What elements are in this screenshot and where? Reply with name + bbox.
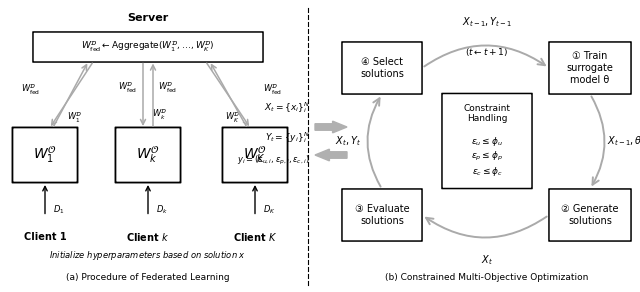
Text: $W_K^{\mathcal{O}}$: $W_K^{\mathcal{O}}$ xyxy=(243,145,267,165)
FancyBboxPatch shape xyxy=(223,127,287,182)
Text: Initialize hyperparameters based on solution $x$: Initialize hyperparameters based on solu… xyxy=(49,248,246,262)
Text: $W_k^{\mathcal{O}}$: $W_k^{\mathcal{O}}$ xyxy=(136,145,160,165)
Text: $y_i = (\epsilon_{u,i}, \epsilon_{p,i}, \epsilon_{c,i})$: $y_i = (\epsilon_{u,i}, \epsilon_{p,i}, … xyxy=(237,154,310,166)
Text: $W_1^{\mathcal{D}}$: $W_1^{\mathcal{D}}$ xyxy=(67,111,83,125)
Polygon shape xyxy=(315,149,347,161)
Text: $X_t, Y_t$: $X_t, Y_t$ xyxy=(335,134,361,148)
Text: $X_t = \{x_i\}_i^N$: $X_t = \{x_i\}_i^N$ xyxy=(264,100,310,115)
FancyBboxPatch shape xyxy=(549,189,631,241)
Text: $D_K$: $D_K$ xyxy=(263,204,276,216)
FancyBboxPatch shape xyxy=(115,127,180,182)
FancyBboxPatch shape xyxy=(33,32,263,62)
Text: $W_{\rm fed}^{\mathcal{D}}$: $W_{\rm fed}^{\mathcal{D}}$ xyxy=(263,83,282,97)
Text: $Y_t = \{y_i\}_i^N$: $Y_t = \{y_i\}_i^N$ xyxy=(265,131,310,145)
Text: $(t \leftarrow t+1)$: $(t \leftarrow t+1)$ xyxy=(465,46,509,58)
Text: ② Generate
solutions: ② Generate solutions xyxy=(561,204,619,226)
FancyBboxPatch shape xyxy=(12,127,77,182)
Text: Constraint
Handling

$\epsilon_u \leq \phi_u$
$\epsilon_p \leq \phi_p$
$\epsilon: Constraint Handling $\epsilon_u \leq \ph… xyxy=(463,104,511,178)
Text: $W_1^{\mathcal{O}}$: $W_1^{\mathcal{O}}$ xyxy=(33,145,57,165)
Text: ④ Select
solutions: ④ Select solutions xyxy=(360,57,404,79)
Text: Server: Server xyxy=(127,13,168,23)
Text: $W_k^{\mathcal{D}}$: $W_k^{\mathcal{D}}$ xyxy=(152,108,168,122)
Text: (a) Procedure of Federated Learning: (a) Procedure of Federated Learning xyxy=(66,272,230,281)
Text: (b) Constrained Multi-Objective Optimization: (b) Constrained Multi-Objective Optimiza… xyxy=(385,272,589,281)
FancyBboxPatch shape xyxy=(442,93,532,189)
Text: $X_{t-1}, \theta$: $X_{t-1}, \theta$ xyxy=(607,134,640,148)
Text: $D_1$: $D_1$ xyxy=(53,204,65,216)
FancyBboxPatch shape xyxy=(342,42,422,94)
Text: Client $k$: Client $k$ xyxy=(126,231,170,243)
Text: Client $K$: Client $K$ xyxy=(233,231,277,243)
Text: ① Train
surrogate
model θ: ① Train surrogate model θ xyxy=(566,51,613,85)
Text: $W_{\rm fed}^{\mathcal{D}}$: $W_{\rm fed}^{\mathcal{D}}$ xyxy=(118,81,138,95)
Text: $W_{\rm fed}^{\mathcal{D}}$: $W_{\rm fed}^{\mathcal{D}}$ xyxy=(20,83,40,97)
FancyBboxPatch shape xyxy=(549,42,631,94)
Text: $D_k$: $D_k$ xyxy=(156,204,168,216)
Text: $X_{t-1}, Y_{t-1}$: $X_{t-1}, Y_{t-1}$ xyxy=(462,15,512,29)
Polygon shape xyxy=(315,121,347,133)
Text: $W_{\rm fed}^{\mathcal{D}} \leftarrow {\rm Aggregate}(W_1^{\mathcal{D}},\ldots,W: $W_{\rm fed}^{\mathcal{D}} \leftarrow {\… xyxy=(81,40,215,54)
Text: Client 1: Client 1 xyxy=(24,232,67,242)
Text: $W_K^{\mathcal{D}}$: $W_K^{\mathcal{D}}$ xyxy=(225,111,241,125)
FancyBboxPatch shape xyxy=(342,189,422,241)
Text: ③ Evaluate
solutions: ③ Evaluate solutions xyxy=(355,204,410,226)
Text: $X_t$: $X_t$ xyxy=(481,253,493,267)
Text: $W_{\rm fed}^{\mathcal{D}}$: $W_{\rm fed}^{\mathcal{D}}$ xyxy=(158,81,178,95)
